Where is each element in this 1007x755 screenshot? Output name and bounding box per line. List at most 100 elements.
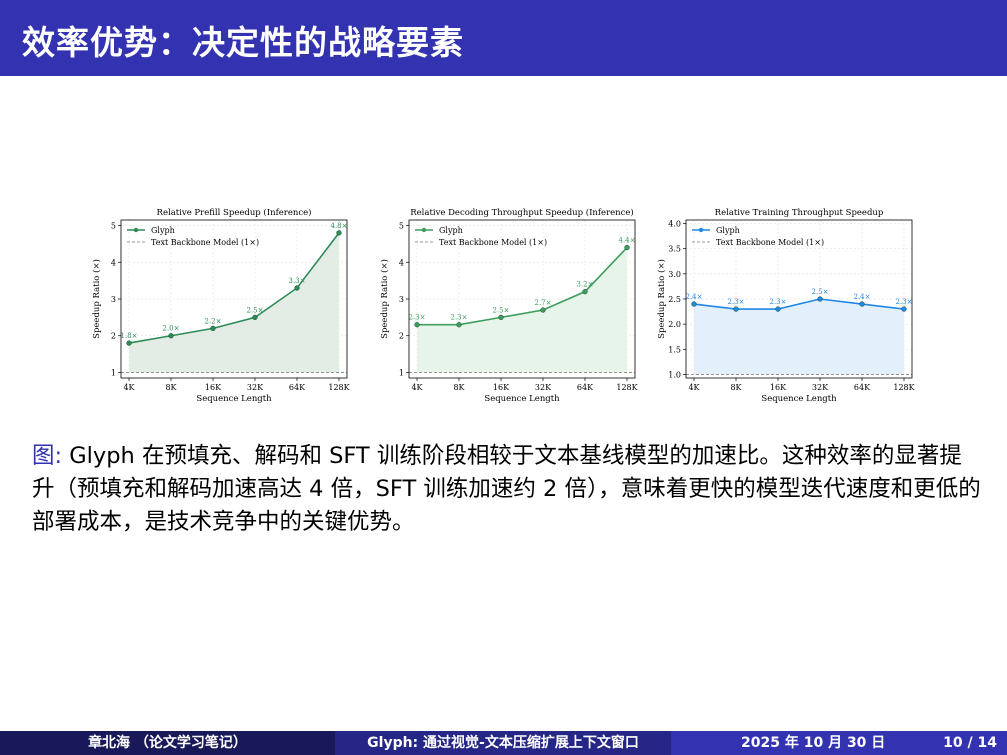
footer-author: 章北海 （论文学习笔记）: [0, 731, 335, 755]
data-point: [252, 314, 258, 321]
figure-caption: 图: Glyph 在预填充、解码和 SFT 训练阶段相较于文本基线模型的加速比。…: [32, 440, 982, 539]
x-tick-label: 16K: [205, 383, 222, 392]
area-fill: [694, 299, 904, 375]
chart-prefill-svg: Relative Prefill Speedup (Inference) 1.8×…: [91, 207, 351, 404]
x-tick-label: 8K: [453, 383, 465, 392]
footer-right: 2025 年 10 月 30 日 10 / 14: [671, 731, 1007, 755]
y-tick-label: 4.0: [668, 220, 681, 229]
y-tick-label: 2.5: [668, 295, 681, 304]
chart-prefill: Relative Prefill Speedup (Inference) 1.8×…: [85, 200, 365, 415]
y-tick-label: 2: [111, 332, 116, 341]
caption-label: 图:: [32, 443, 63, 469]
data-point: [817, 296, 823, 302]
x-tick-label: 32K: [535, 383, 552, 392]
data-label: 3.2×: [577, 281, 594, 289]
x-tick-label: 4K: [411, 383, 423, 392]
legend-label-baseline: Text Backbone Model (1×): [151, 238, 259, 247]
y-axis-label: Speedup Ratio (×): [656, 259, 667, 339]
series-line: [417, 247, 628, 326]
data-point: [336, 230, 342, 236]
data-label: 2.3×: [451, 314, 468, 322]
data-point: [210, 325, 216, 332]
x-tick-label: 4K: [688, 383, 700, 392]
x-tick-label: 128K: [893, 383, 915, 392]
data-label: 1.8×: [121, 332, 138, 340]
x-tick-label: 8K: [730, 383, 742, 392]
series-line: [128, 232, 340, 344]
footer-bar: 章北海 （论文学习笔记） Glyph: 通过视觉-文本压缩扩展上下文窗口 202…: [0, 731, 1007, 755]
x-tick-label: 64K: [289, 383, 306, 392]
x-axis-label: Sequence Length: [761, 394, 837, 404]
chart-title: Relative Training Throughput Speedup: [715, 208, 884, 218]
y-tick-label: 1: [399, 368, 404, 377]
y-tick-label: 4: [111, 258, 116, 267]
chart-decoding: Relative Decoding Throughput Speedup (In…: [373, 200, 653, 415]
data-label: 2.0×: [163, 325, 180, 333]
data-label: 2.2×: [205, 317, 222, 325]
series-line: [693, 298, 905, 310]
data-label: 4.8×: [331, 222, 348, 230]
legend-marker-series: [133, 227, 139, 233]
x-tick-label: 4K: [123, 383, 135, 392]
x-tick-label: 128K: [328, 383, 350, 392]
footer-page-number: 10 / 14: [943, 735, 997, 751]
data-label: 4.4×: [619, 237, 636, 245]
x-tick-label: 16K: [493, 383, 510, 392]
data-point: [414, 322, 420, 328]
data-label: 2.7×: [535, 299, 552, 307]
data-point: [294, 285, 300, 291]
legend-marker-series: [421, 227, 427, 233]
y-tick-label: 3: [111, 295, 116, 304]
data-point: [540, 307, 546, 313]
data-label: 2.4×: [686, 293, 703, 301]
data-point: [691, 301, 697, 307]
data-point: [624, 244, 630, 251]
caption-text: Glyph 在预填充、解码和 SFT 训练阶段相较于文本基线模型的加速比。这种效…: [32, 443, 981, 535]
y-tick-label: 1: [111, 368, 116, 377]
y-tick-label: 2.0: [668, 320, 681, 329]
data-point: [126, 340, 132, 346]
data-point: [498, 314, 504, 321]
x-tick-label: 64K: [577, 383, 594, 392]
data-point: [168, 333, 174, 339]
y-tick-label: 5: [111, 222, 116, 231]
data-label: 2.3×: [409, 314, 426, 322]
data-point: [733, 306, 739, 312]
footer-date: 2025 年 10 月 30 日: [741, 735, 886, 751]
x-tick-label: 32K: [812, 383, 829, 392]
y-tick-label: 3: [399, 295, 404, 304]
data-label: 3.3×: [289, 277, 306, 285]
data-label: 2.3×: [896, 298, 913, 306]
legend-label-series: Glyph: [439, 226, 463, 235]
footer-talk-title: Glyph: 通过视觉-文本压缩扩展上下文窗口: [335, 731, 671, 755]
chart-title: Relative Prefill Speedup (Inference): [157, 207, 312, 218]
y-axis-label: Speedup Ratio (×): [91, 259, 102, 339]
chart-training: Relative Training Throughput Speedup 2.4×…: [650, 200, 930, 415]
y-axis-label: Speedup Ratio (×): [379, 259, 390, 339]
y-tick-label: 3.5: [668, 245, 681, 254]
data-label: 2.5×: [493, 306, 510, 314]
charts-row: Relative Prefill Speedup (Inference) 1.8×…: [0, 200, 1007, 415]
chart-decoding-svg: Relative Decoding Throughput Speedup (In…: [379, 207, 639, 404]
y-tick-label: 1.0: [668, 370, 681, 379]
legend-label-baseline: Text Backbone Model (1×): [439, 238, 547, 247]
legend-label-series: Glyph: [716, 226, 740, 235]
legend-label-baseline: Text Backbone Model (1×): [716, 238, 824, 247]
y-tick-label: 3.0: [668, 270, 681, 279]
y-tick-label: 4: [399, 258, 404, 267]
data-label: 2.3×: [728, 298, 745, 306]
data-point: [859, 301, 865, 307]
data-point: [456, 322, 462, 328]
data-point: [775, 306, 781, 312]
data-label: 2.4×: [854, 293, 871, 301]
y-tick-label: 2: [399, 332, 404, 341]
chart-title: Relative Decoding Throughput Speedup (In…: [410, 207, 634, 218]
x-axis-label: Sequence Length: [196, 394, 272, 404]
data-label: 2.5×: [247, 306, 264, 314]
data-label: 2.5×: [812, 288, 829, 296]
x-tick-label: 64K: [854, 383, 871, 392]
y-tick-label: 1.5: [668, 345, 681, 354]
slide-title: 效率优势：决定性的战略要素: [22, 23, 464, 62]
data-point: [901, 306, 907, 312]
x-tick-label: 8K: [165, 383, 177, 392]
